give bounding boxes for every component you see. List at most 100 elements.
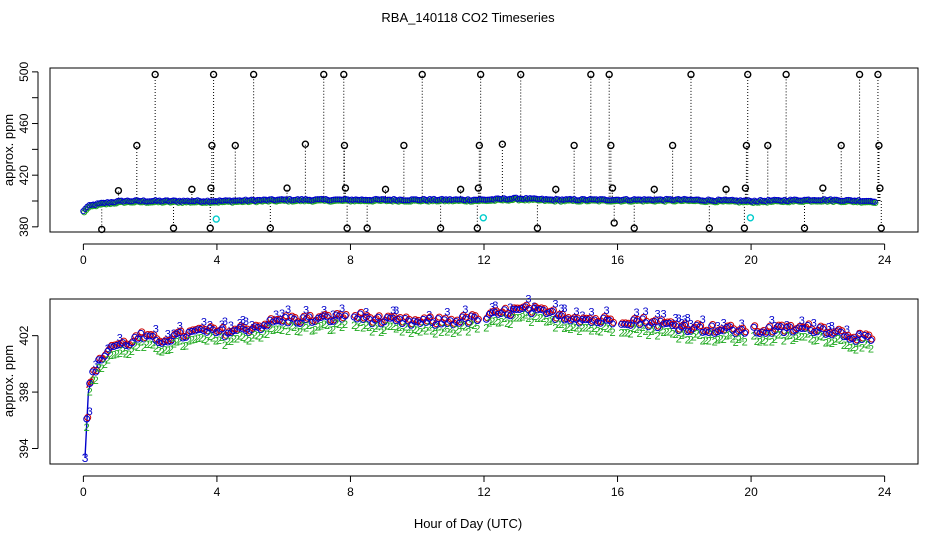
top-y-tick-label: 420 [17, 165, 31, 185]
baseline-point-green [147, 199, 154, 206]
point-label-2: 2 [757, 337, 763, 349]
point-red [324, 311, 332, 319]
point-red [357, 308, 365, 316]
point-blue [218, 325, 226, 333]
point-label-2: 2 [781, 336, 787, 348]
point-red [183, 332, 191, 340]
spike-point [668, 141, 677, 150]
point-label-2: 2 [540, 313, 546, 325]
point-label-2: 2 [150, 339, 156, 351]
baseline-point-green [796, 198, 803, 205]
point-label-2: 2 [117, 348, 123, 360]
point-blue [386, 314, 394, 322]
point-blue [494, 310, 502, 318]
spike-point [418, 70, 426, 79]
point-label-2: 2 [718, 333, 724, 345]
point-label-2: 2 [195, 333, 201, 345]
spike-point [705, 224, 714, 232]
point-label-2: 2 [564, 322, 570, 334]
point-label-2: 2 [742, 336, 748, 348]
point-label-2: 2 [597, 326, 603, 338]
point-red [261, 320, 269, 328]
point-red [610, 318, 618, 326]
point-label-2: 2 [210, 333, 216, 345]
point-label-2: 2 [546, 316, 552, 328]
point-label-2: 2 [826, 337, 832, 349]
point-blue [594, 319, 602, 327]
point-label-2: 2 [438, 327, 444, 339]
point-blue [122, 341, 130, 349]
point-label-2: 2 [820, 332, 826, 344]
point-label-3: 3 [339, 303, 345, 315]
point-label-2: 2 [799, 332, 805, 344]
point-label-3: 3 [531, 301, 537, 313]
point-label-2: 2 [189, 334, 195, 346]
top-x-tick-label: 4 [214, 253, 221, 267]
point-label-3: 3 [492, 300, 498, 312]
point-label-2: 2 [288, 321, 294, 333]
point-label-2: 2 [727, 330, 733, 342]
spike-point [208, 141, 216, 150]
point-blue [341, 312, 349, 320]
point-label-2: 2 [661, 327, 667, 339]
point-label-2: 2 [537, 312, 543, 324]
point-blue [482, 315, 490, 323]
baseline-point-green [798, 198, 805, 205]
point-label-2: 2 [841, 340, 847, 352]
point-label-3: 3 [634, 307, 640, 319]
point-label-2: 2 [688, 334, 694, 346]
point-label-2: 2 [754, 336, 760, 348]
start-point-label: 3 [82, 451, 89, 465]
point-label-2: 2 [456, 326, 462, 338]
spike-point [587, 70, 595, 79]
top-x-tick-label: 20 [744, 253, 758, 267]
point-label-2: 2 [393, 324, 399, 336]
baseline-point-green [281, 197, 288, 204]
point-blue [554, 312, 562, 320]
spike-point [283, 184, 291, 192]
baseline-point-green [415, 198, 422, 205]
point-blue [293, 319, 301, 327]
point-label-3: 3 [201, 316, 207, 328]
point-blue [548, 307, 556, 315]
point-label-2: 2 [462, 322, 468, 334]
spike-point [114, 186, 123, 195]
point-label-2: 2 [198, 332, 204, 344]
point-blue [284, 319, 292, 327]
baseline-point-green [211, 199, 218, 206]
point-blue [750, 323, 758, 331]
point-label-2: 2 [432, 328, 438, 340]
point-label-3: 3 [700, 314, 706, 326]
point-blue [473, 317, 481, 325]
point-blue [684, 328, 692, 336]
point-blue [137, 329, 145, 337]
point-label-2: 2 [225, 336, 231, 348]
point-label-2: 2 [847, 342, 853, 354]
point-blue [89, 368, 97, 376]
point-label-2: 2 [573, 322, 579, 334]
point-label-2: 2 [384, 321, 390, 333]
point-red [718, 325, 726, 333]
point-label-2: 2 [237, 330, 243, 342]
top-axes: 0 4 8 12 16 20 24 380 420 460 500 [17, 62, 892, 267]
point-label-2: 2 [144, 339, 150, 351]
point-label-3: 3 [643, 306, 649, 318]
baseline-point-green [840, 198, 847, 206]
point-blue [506, 312, 514, 320]
point-label-2: 2 [594, 326, 600, 338]
point-label-2: 2 [522, 310, 528, 322]
point-label-3: 3 [826, 321, 832, 333]
point-label-3: 3 [721, 317, 727, 329]
point-label-2: 2 [489, 316, 495, 328]
point-label-2: 2 [129, 346, 135, 358]
point-label-2: 2 [342, 319, 348, 331]
point-red [697, 321, 705, 329]
point-label-2: 2 [856, 338, 862, 350]
point-label-2: 2 [297, 326, 303, 338]
point-blue [774, 323, 782, 331]
point-label-3: 3 [279, 308, 285, 320]
point-label-2: 2 [802, 331, 808, 343]
point-label-2: 2 [120, 346, 126, 358]
spike-point [340, 70, 348, 79]
point-label-2: 2 [270, 325, 276, 337]
